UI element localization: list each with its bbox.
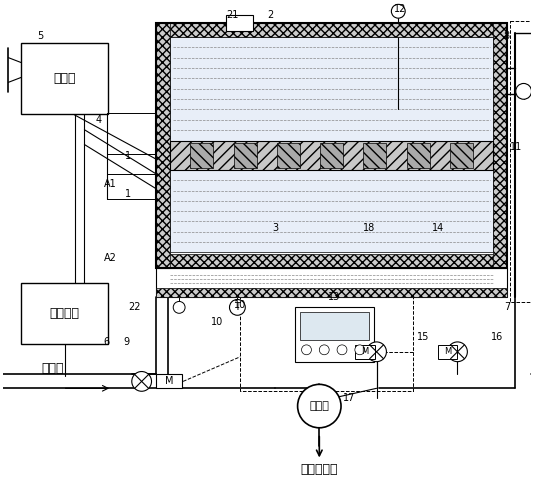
Bar — [363, 142, 387, 168]
Bar — [156, 288, 507, 297]
Text: 4: 4 — [95, 115, 101, 125]
Bar — [277, 142, 300, 168]
Circle shape — [355, 345, 365, 355]
Bar — [438, 345, 458, 358]
Bar — [225, 15, 253, 31]
Bar — [21, 43, 108, 114]
Circle shape — [516, 84, 531, 99]
Text: A2: A2 — [104, 253, 116, 263]
Bar — [156, 23, 507, 268]
Text: 1: 1 — [125, 152, 131, 162]
Text: 蓄电池: 蓄电池 — [53, 72, 76, 85]
Text: M: M — [361, 348, 368, 356]
Text: 混水阀: 混水阀 — [309, 401, 329, 411]
Text: M: M — [444, 348, 451, 356]
Text: 11: 11 — [509, 142, 522, 152]
Bar — [450, 142, 473, 168]
Circle shape — [337, 345, 347, 355]
Text: 2: 2 — [267, 10, 273, 20]
Bar — [234, 142, 257, 168]
Text: 7: 7 — [504, 303, 510, 312]
Text: 9: 9 — [124, 337, 130, 347]
Text: 10: 10 — [210, 317, 223, 327]
Bar — [170, 170, 493, 252]
Bar — [300, 312, 368, 340]
Bar — [156, 23, 170, 268]
Text: T: T — [234, 303, 240, 312]
Text: 生活用热水: 生活用热水 — [301, 463, 338, 476]
Bar — [156, 268, 507, 297]
Bar — [406, 142, 430, 168]
Circle shape — [367, 342, 387, 362]
Text: 15: 15 — [417, 332, 429, 342]
Text: 1: 1 — [125, 189, 131, 199]
Text: 18: 18 — [363, 223, 375, 233]
Circle shape — [319, 345, 329, 355]
Text: 10: 10 — [234, 300, 247, 310]
Text: 16: 16 — [491, 332, 503, 342]
Bar — [170, 37, 493, 141]
Circle shape — [391, 4, 405, 18]
Text: 自来水: 自来水 — [41, 362, 64, 375]
Text: 3: 3 — [272, 223, 278, 233]
Bar — [21, 282, 108, 344]
Bar — [355, 345, 374, 358]
Bar — [295, 307, 374, 362]
Text: 8: 8 — [504, 31, 510, 41]
Text: A1: A1 — [104, 179, 116, 189]
Text: 14: 14 — [431, 223, 444, 233]
Bar — [156, 23, 507, 37]
Text: 12: 12 — [394, 4, 406, 14]
Circle shape — [230, 300, 245, 315]
Text: 6: 6 — [103, 337, 109, 347]
Circle shape — [297, 384, 341, 428]
Bar — [493, 23, 507, 268]
Bar — [156, 374, 182, 388]
Text: 13: 13 — [328, 293, 340, 303]
Bar — [320, 142, 343, 168]
Text: 用电设备: 用电设备 — [50, 307, 80, 320]
Circle shape — [173, 302, 185, 313]
Text: 5: 5 — [37, 31, 43, 41]
Bar — [170, 141, 493, 170]
Text: M: M — [165, 376, 174, 386]
Bar — [156, 254, 507, 268]
Bar — [191, 142, 214, 168]
Text: 22: 22 — [129, 303, 141, 312]
Circle shape — [447, 342, 467, 362]
Circle shape — [302, 345, 311, 355]
Text: 17: 17 — [343, 393, 355, 403]
Circle shape — [132, 371, 152, 391]
Text: 21: 21 — [226, 10, 239, 20]
